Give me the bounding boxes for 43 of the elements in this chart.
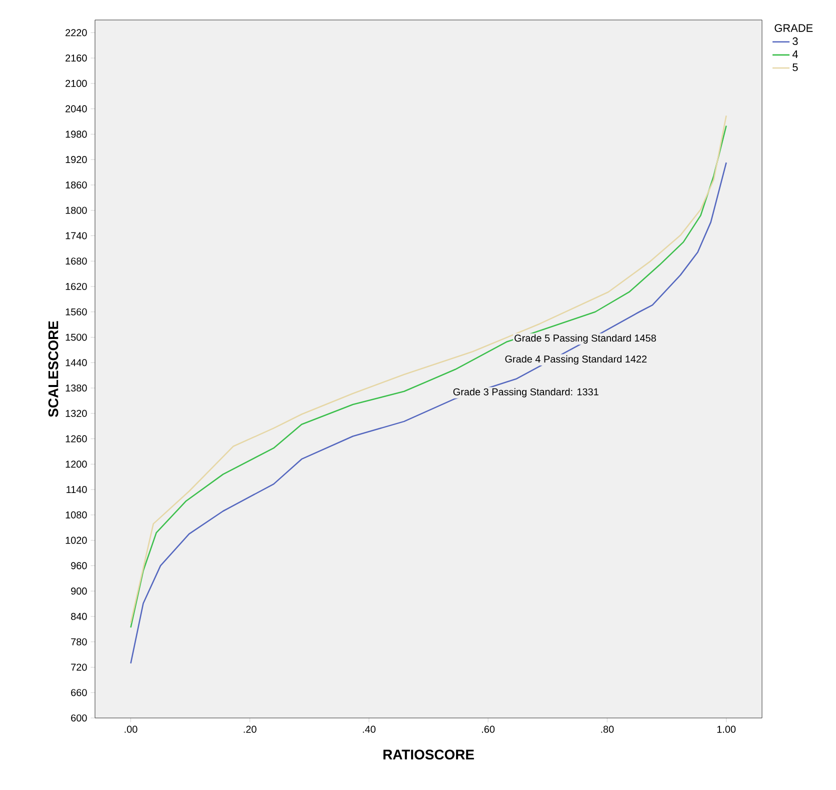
x-tick-label: .00 (124, 726, 138, 733)
x-tick-label: .20 (244, 726, 256, 733)
x-tick-label: .60 (482, 726, 495, 733)
legend-label: 3 (792, 37, 798, 46)
y-tick-label: 1080 (66, 511, 87, 518)
y-tick-label: 2160 (66, 54, 87, 62)
y-tick-label: 600 (71, 714, 87, 722)
y-tick-label: 1680 (66, 258, 87, 265)
y-tick-label: 1560 (66, 308, 87, 316)
x-tick-label: .80 (601, 726, 614, 733)
y-tick-label: 1260 (66, 435, 87, 442)
annotation: Grade 4 Passing Standard 1422 (505, 355, 647, 365)
y-tick-label: 2100 (66, 80, 87, 87)
legend-title: GRADE (774, 24, 813, 32)
y-tick-label: 1740 (66, 232, 87, 240)
y-tick-label: 1980 (66, 130, 87, 138)
annotation: Grade 5 Passing Standard 1458 (514, 334, 656, 344)
y-tick-label: 660 (71, 689, 87, 696)
y-tick-label: 1860 (66, 181, 87, 188)
y-tick-label: 1140 (66, 486, 87, 494)
y-tick-label: 2220 (66, 29, 87, 36)
y-tick-label: 1440 (66, 359, 87, 366)
y-tick-label: 720 (71, 664, 87, 671)
x-tick-label: 1.00 (717, 726, 736, 733)
y-tick-label: 1500 (66, 334, 87, 341)
y-tick-label: 1200 (66, 460, 87, 468)
legend-label: 5 (792, 63, 798, 72)
y-tick-label: 840 (71, 612, 87, 620)
y-tick-label: 1620 (66, 282, 87, 290)
y-tick-label: 1380 (66, 384, 87, 392)
y-tick-label: 1320 (66, 410, 87, 417)
y-tick-label: 900 (71, 588, 87, 595)
y-tick-label: 1020 (66, 536, 87, 544)
y-tick-label: 960 (71, 562, 87, 570)
legend-label: 4 (792, 50, 798, 58)
annotation: Grade 3 Passing Standard: 1331 (453, 388, 598, 398)
y-tick-label: 1800 (66, 206, 87, 214)
y-axis-title: SCALESCORE (48, 321, 58, 418)
x-axis-title: RATIOSCORE (383, 750, 474, 760)
y-tick-label: 2040 (66, 105, 87, 112)
x-tick-label: .40 (362, 726, 376, 733)
y-tick-label: 780 (71, 638, 87, 646)
y-tick-label: 1920 (66, 156, 87, 164)
